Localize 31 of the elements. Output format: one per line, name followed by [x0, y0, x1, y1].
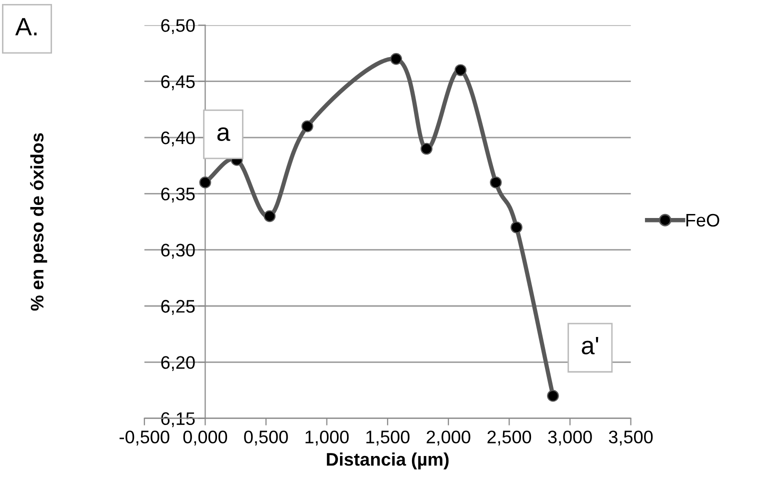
point — [510, 221, 522, 234]
y-tick-label: 6,45 — [161, 75, 195, 90]
x-tick-label: 2,500 — [488, 430, 532, 446]
point — [301, 120, 314, 132]
y-tick-label: 6,40 — [161, 131, 195, 146]
annotation: a — [217, 127, 230, 142]
y-tick-label: 6,35 — [161, 188, 195, 203]
x-tick-label: 3,500 — [608, 430, 653, 446]
y-tick-label: 6,50 — [161, 19, 195, 34]
legend-label: FeO — [686, 214, 720, 227]
x-axis-title: Distancia (µm) — [326, 452, 449, 470]
x-tick-label: 3,000 — [548, 430, 592, 446]
x-tick-label: 0,500 — [244, 430, 288, 446]
x-tick-label: 2,000 — [426, 430, 470, 446]
point — [454, 64, 466, 76]
text: A. — [15, 18, 37, 36]
x-tick-label: 1,500 — [366, 430, 410, 446]
x-tick-label: 1,000 — [306, 430, 349, 446]
y-tick-label: 6,30 — [161, 244, 195, 259]
point — [547, 390, 559, 402]
point — [390, 52, 402, 65]
point — [420, 142, 432, 155]
point — [490, 176, 502, 188]
y-tick-label: 6,25 — [161, 300, 195, 315]
y-tick-label: 6,20 — [161, 356, 195, 372]
point — [199, 176, 212, 188]
x-tick-label: 0,000 — [183, 430, 228, 446]
point — [264, 210, 276, 222]
annotation: a' — [582, 336, 598, 354]
x-tick-label: -0,500 — [120, 430, 170, 446]
y-axis-title: % en peso de óxidos — [30, 133, 48, 311]
